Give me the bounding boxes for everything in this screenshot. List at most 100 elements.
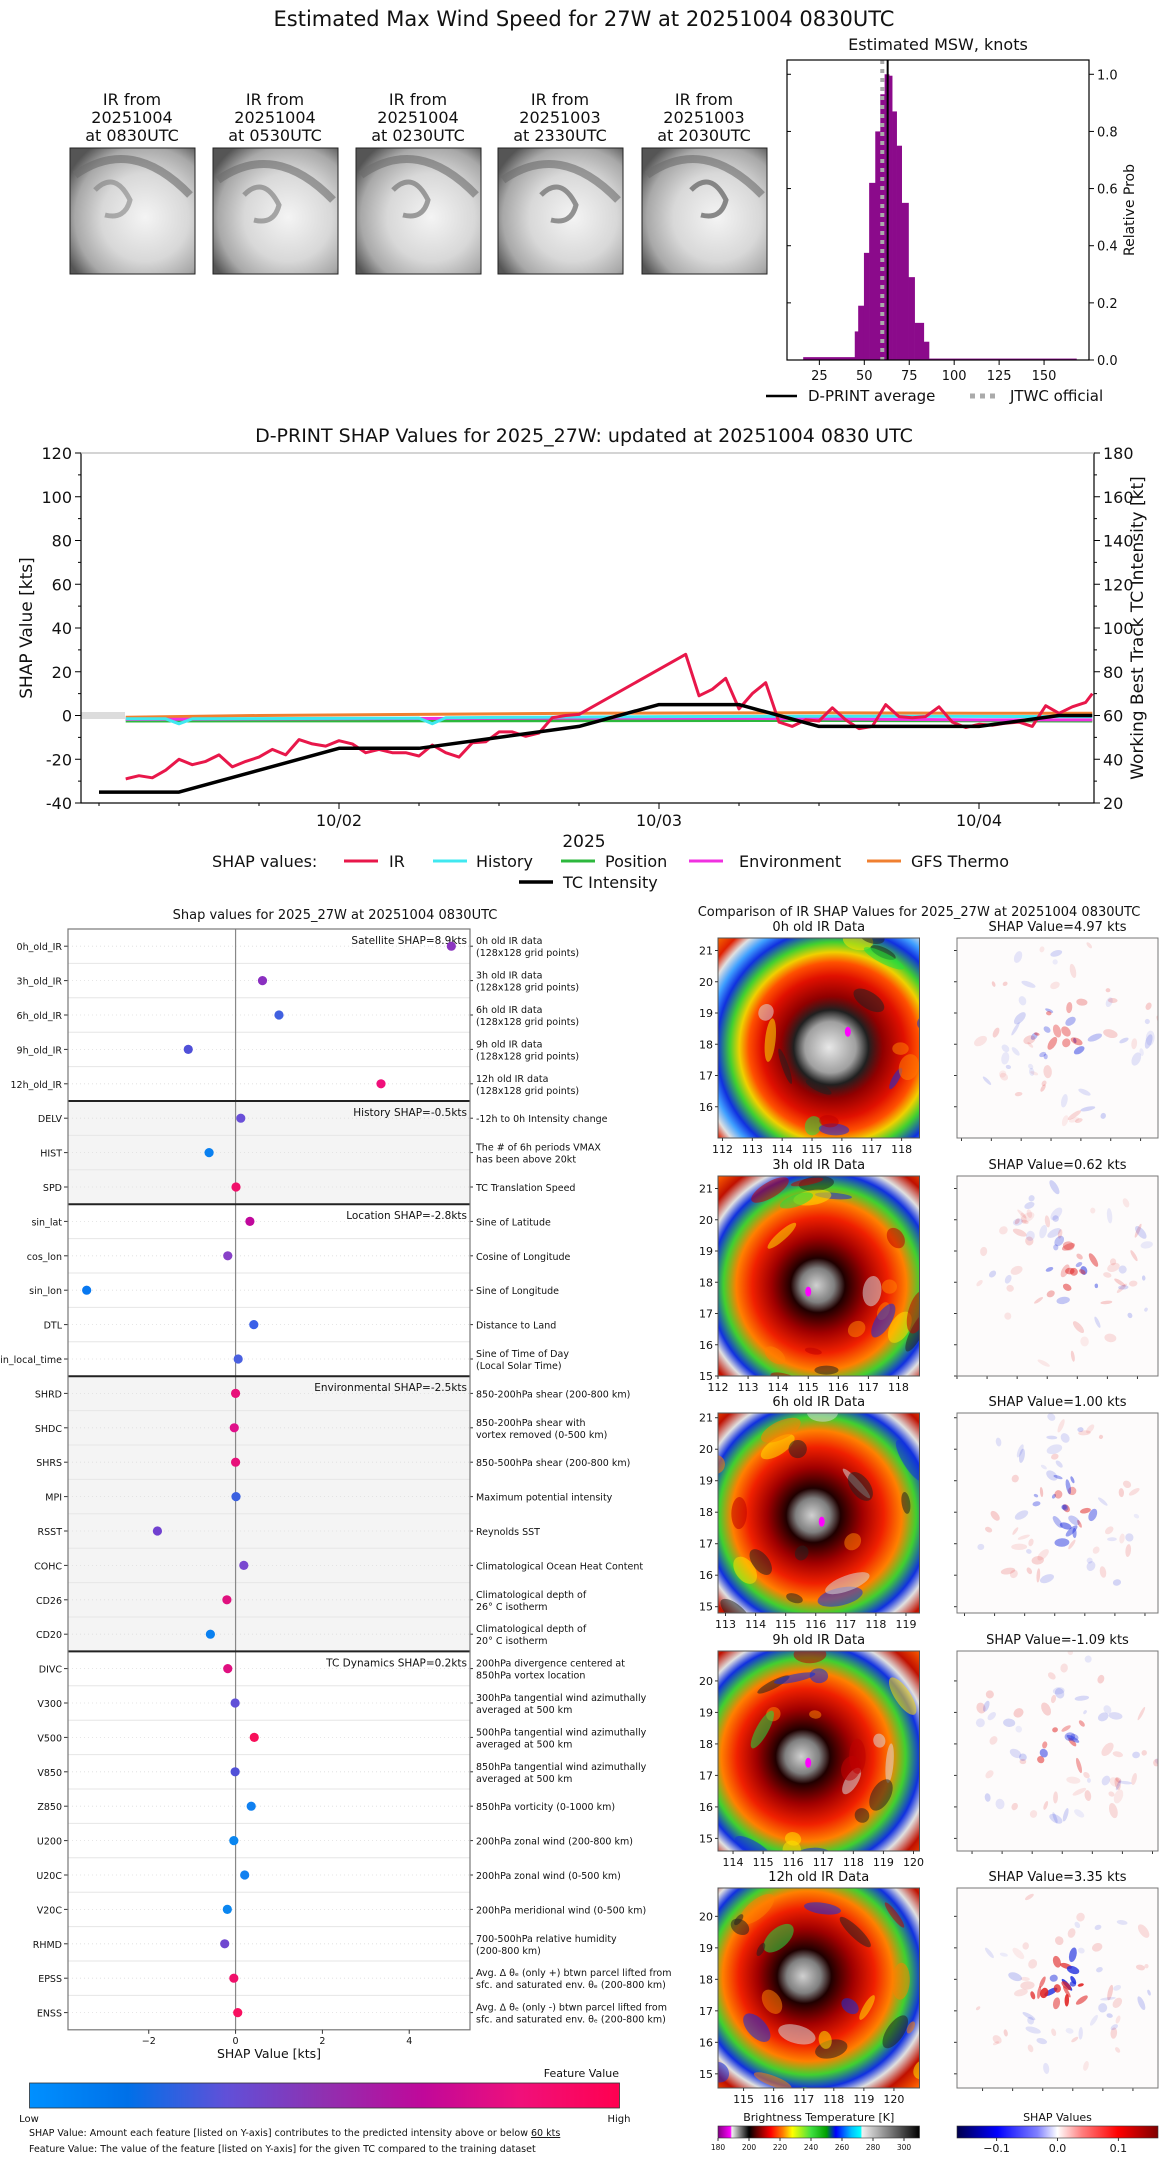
shap-blob	[1061, 1981, 1072, 1991]
shap-blob	[1043, 1801, 1049, 1810]
thumbnail-title-line: 20251004	[234, 108, 315, 127]
shap-blob	[1103, 1272, 1112, 1278]
series-line-ir	[125, 652, 1094, 781]
lat-tick-label: 19	[699, 1942, 713, 1955]
feature-description: 12h old IR data	[476, 1074, 548, 1085]
figure-title: Estimated Max Wind Speed for 27W at 2025…	[274, 7, 895, 31]
cloud-feature	[671, 1696, 691, 1730]
feature-name-label: DIVC	[39, 1665, 63, 1676]
shap-blob	[1114, 1278, 1126, 1287]
shap-blob	[1046, 1290, 1055, 1298]
y-right-tick-label: 40	[1103, 750, 1123, 769]
shap-blob	[1054, 1490, 1063, 1499]
shap-blob	[1062, 1504, 1070, 1513]
shap-blob	[1128, 1280, 1138, 1287]
shap-blob	[1039, 1574, 1054, 1584]
feature-shap-dot	[231, 1492, 241, 1502]
shap-blob	[1014, 1510, 1029, 1520]
histogram-frame	[786, 59, 1090, 361]
shap-blob	[1074, 1809, 1085, 1818]
lon-tick-label: 119	[895, 1618, 916, 1631]
cloud-feature	[873, 1733, 886, 1748]
shap-blob	[1074, 1695, 1090, 1701]
thumbnail-title-line: at 0830UTC	[85, 126, 179, 145]
lon-tick-label: 117	[793, 2093, 814, 2106]
shap-blob	[1006, 1284, 1014, 1292]
shap-blob	[1062, 1504, 1069, 1511]
shap-blob	[1043, 2062, 1050, 2074]
lon-tick-label: 116	[828, 1381, 849, 1394]
shap-blob	[1115, 1779, 1122, 1791]
ir-panel-frame	[717, 937, 920, 1139]
shap-blob	[1061, 1115, 1069, 1127]
shap-blob	[1022, 1942, 1029, 1950]
shap-blob	[1065, 2028, 1074, 2034]
shap-blob	[1011, 1474, 1019, 1483]
cloud-feature	[761, 1989, 783, 2014]
shap-blob	[1076, 1253, 1083, 1260]
ir-panel-title: 9h old IR Data	[772, 1633, 865, 1648]
y-right-tick-label: 80	[1103, 663, 1123, 682]
feature-description: Distance to Land	[476, 1321, 556, 1332]
feature-shap-dot	[229, 1423, 239, 1433]
shap-blob	[1096, 1967, 1103, 1973]
shap-blob	[1077, 1519, 1082, 1528]
shap-tick-label: 0.1	[1110, 2142, 1128, 2155]
cloud-feature	[794, 1545, 809, 1561]
feature-description: 200hPa meridional wind (0-500 km)	[476, 1905, 646, 1916]
shap-blob	[1051, 2028, 1057, 2037]
shap-blob	[1009, 1569, 1018, 1579]
shap-blob	[1076, 998, 1088, 1006]
shap-panel-frame	[956, 1412, 1159, 1614]
shap-blob	[1119, 1533, 1125, 1544]
ir-image	[718, 1413, 920, 1613]
feature-name-label: V20C	[37, 1905, 63, 1916]
shap-panel-frame	[956, 1887, 1159, 2089]
lon-tick-label: 113	[738, 1381, 759, 1394]
feature-name-label: sin_lat	[31, 1217, 62, 1228]
cloud-feature	[734, 1914, 744, 1926]
y-right-axis-label: Working Best Track TC Intensity [kt]	[1128, 476, 1148, 780]
cloud-feature	[882, 2015, 909, 2049]
shap-blob	[1088, 1508, 1098, 1522]
feature-shap-dot	[204, 1148, 214, 1158]
shap-blob	[1108, 1712, 1123, 1720]
shap-blob	[1122, 1480, 1132, 1489]
cloud-feature	[869, 1779, 893, 1811]
shap-blob	[1134, 1223, 1142, 1238]
feature-shap-dot	[246, 1801, 256, 1811]
feature-name-label: V500	[37, 1733, 62, 1744]
shap-blob	[1013, 1012, 1026, 1025]
feature-name-label: cos_lon	[27, 1252, 62, 1263]
feature-name-label: DELV	[38, 1114, 63, 1125]
feature-shap-dot	[230, 1457, 241, 1467]
cloud-feature	[720, 1598, 752, 1613]
shap-panel-title: SHAP Value=4.97 kts	[989, 920, 1127, 935]
legend-dprint-label: D-PRINT average	[808, 387, 935, 405]
shap-blob	[1108, 1791, 1115, 1797]
shap-blob	[1087, 1777, 1091, 1783]
shap-blob	[1076, 1912, 1085, 1922]
feature-name-label: sin_lon	[29, 1286, 62, 1297]
shap-blob	[1062, 1808, 1069, 1822]
cloud-band	[500, 160, 621, 203]
feature-description: -12h to 0h Intensity change	[476, 1114, 608, 1125]
y-tick-label: 0.2	[1097, 297, 1118, 312]
shap-blob	[1012, 1218, 1023, 1226]
feature-description: 300hPa tangential wind azimuthally	[476, 1693, 647, 1704]
cloud-feature	[805, 1079, 832, 1095]
cloud-feature	[842, 938, 874, 951]
y-axis-label: Relative Prob	[1122, 164, 1138, 256]
series-line-tc-intensity	[99, 702, 1093, 794]
cloud-feature	[906, 2021, 916, 2034]
shap-blob	[1144, 1307, 1148, 1312]
lon-tick-label: 118	[891, 1143, 912, 1156]
feature-name-label: 9h_old_IR	[17, 1045, 63, 1056]
lat-tick-label: 20	[699, 1675, 713, 1688]
shap-blob	[1016, 1444, 1024, 1458]
shap-blob	[1051, 1453, 1059, 1460]
legend-label: Position	[605, 852, 667, 871]
feature-description: averaged at 500 km	[476, 1739, 572, 1750]
shap-blob	[1057, 1229, 1063, 1239]
x-tick-label: 10/04	[956, 811, 1002, 830]
